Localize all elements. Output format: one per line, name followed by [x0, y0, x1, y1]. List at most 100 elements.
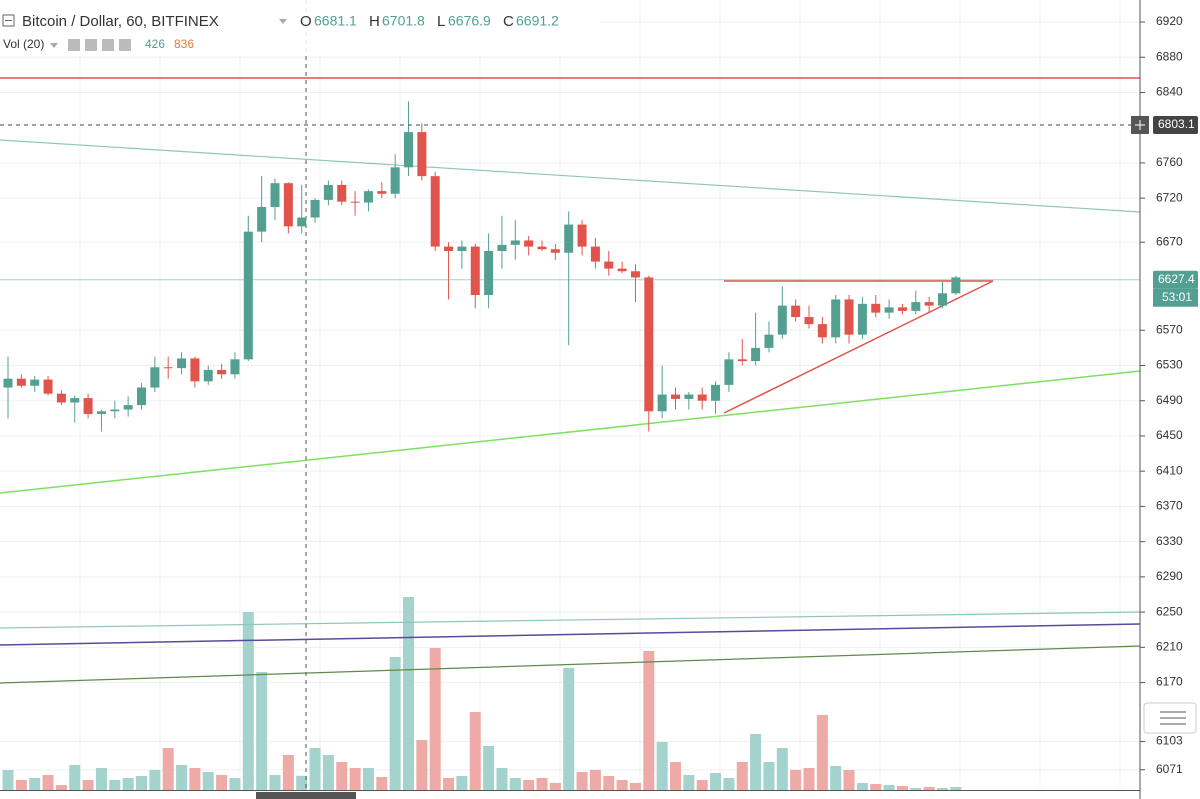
volume-bar: [549, 783, 561, 790]
menu-button[interactable]: [1143, 702, 1197, 734]
volume-bar: [870, 784, 882, 790]
volume-bar: [362, 768, 374, 790]
candle-body: [283, 183, 293, 227]
volume-bar: [603, 776, 615, 790]
volume-ma-value: 836: [174, 37, 194, 51]
candle-body: [363, 191, 373, 203]
volume-bar: [790, 770, 802, 790]
volume-bar: [856, 783, 868, 790]
volume-bar: [403, 597, 414, 790]
volume-bar: [576, 772, 588, 790]
y-tick-label: 6450: [1156, 428, 1183, 442]
candle-body: [16, 378, 26, 386]
candle-body: [30, 379, 40, 386]
candle-body: [657, 394, 667, 412]
candle-body: [310, 199, 320, 218]
volume-bar: [883, 785, 895, 790]
candle-body: [96, 411, 106, 414]
volume-bar: [643, 651, 655, 790]
candle-body: [470, 246, 480, 296]
candle-body: [577, 224, 587, 247]
add-icon: [1135, 119, 1145, 130]
y-tick-label: 6840: [1156, 85, 1183, 99]
volume-bar: [950, 787, 962, 790]
volume-bar: [443, 778, 455, 790]
candle-body: [430, 176, 440, 247]
ohlc-label: C: [503, 13, 514, 30]
candle-body: [163, 367, 173, 369]
candle-body: [377, 191, 387, 194]
candle-body: [791, 305, 801, 318]
price-ticks: 6920 6880 6840 6760 6720 6670 6570 6530 6490 6450…: [1140, 14, 1183, 776]
volume-bar: [416, 740, 428, 790]
candle-body: [123, 405, 133, 410]
volume-bar: [589, 770, 601, 790]
volume-bar: [176, 765, 188, 790]
volume-bar: [429, 648, 441, 790]
volume-bar: [309, 748, 321, 790]
y-tick-label: 6570: [1156, 322, 1183, 336]
y-tick-label: 6410: [1156, 463, 1183, 477]
candle-body: [203, 369, 213, 382]
candle-body: [911, 302, 921, 311]
volume-bars: [2, 597, 962, 790]
candle-body: [951, 277, 961, 294]
candle-body: [737, 359, 747, 362]
volume-bar: [670, 762, 681, 790]
volume-bar: [710, 773, 722, 790]
volume-bar: [336, 762, 348, 790]
volume-bar: [256, 672, 268, 790]
candle-body: [777, 305, 787, 335]
volume-bar: [830, 766, 842, 790]
candles: [3, 101, 961, 432]
volume-bar: [843, 770, 855, 790]
candle-body: [404, 132, 413, 168]
candle-body: [190, 358, 200, 382]
candle-body: [444, 246, 454, 252]
volume-bar: [937, 788, 948, 790]
y-tick-label: 6071: [1156, 762, 1183, 776]
grid: [79, 0, 1121, 790]
candle-body: [604, 261, 614, 269]
candle-body: [417, 132, 427, 177]
volume-bar: [563, 668, 575, 790]
volume-bar: [896, 786, 908, 790]
volume-bar: [656, 742, 668, 790]
y-tick-label: 6370: [1156, 499, 1183, 513]
volume-bar: [723, 778, 735, 790]
drawings: [0, 0, 1141, 790]
volume-bar: [376, 777, 388, 790]
y-tick-label: 6530: [1156, 358, 1183, 372]
candle-body: [537, 246, 547, 250]
candle-body: [323, 184, 333, 200]
candle-body: [817, 324, 827, 338]
candle-body: [137, 387, 146, 406]
candle-body: [524, 240, 534, 247]
candle-body: [350, 201, 360, 203]
candle-body: [297, 217, 307, 227]
ohlc-label: O: [300, 13, 312, 30]
candle-body: [938, 293, 947, 306]
volume-bar: [509, 778, 521, 790]
price-marker: [1153, 270, 1198, 289]
candle-body: [711, 384, 721, 401]
volume-bar: [69, 765, 81, 790]
y-tick-label: 6210: [1156, 639, 1183, 653]
volume-bar: [803, 768, 815, 790]
volume-bar: [816, 715, 828, 790]
candle-body: [564, 224, 574, 253]
ohlc-label: H: [369, 13, 380, 30]
candle-body: [457, 246, 467, 252]
volume-bar: [216, 775, 228, 790]
y-tick-label: 6170: [1156, 675, 1183, 689]
volume-bar: [696, 780, 708, 790]
price-marker-label: 6627.4: [1158, 272, 1195, 286]
volume-title: Vol (20): [3, 37, 44, 51]
y-tick-label: 6103: [1156, 734, 1183, 748]
price-markers: 6803.1 6627.4 53:01: [0, 115, 1198, 307]
horizontal-grid: [0, 21, 1140, 771]
candle-body: [857, 303, 867, 335]
countdown-box: [1153, 288, 1198, 307]
volume-bar: [389, 657, 401, 790]
